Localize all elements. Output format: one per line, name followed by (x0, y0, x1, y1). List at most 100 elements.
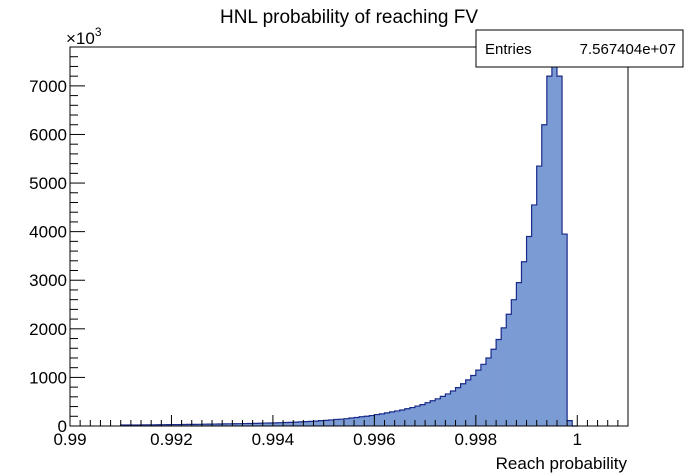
x-axis-label: Reach probability (496, 454, 628, 473)
histogram-bin (536, 166, 543, 427)
histogram-bin (425, 402, 431, 426)
histogram-bin (156, 424, 162, 426)
histogram-bin (171, 424, 177, 426)
stats-entries-label: Entries (485, 41, 532, 58)
histogram-bin (526, 236, 532, 426)
x-tick-label: 0.99 (53, 430, 86, 449)
histogram-bin (181, 424, 187, 426)
histogram-bin (450, 391, 456, 426)
histogram-bin (186, 424, 193, 426)
histogram-bin (480, 364, 487, 426)
histogram-bin (511, 299, 517, 426)
histogram-bin (455, 387, 461, 426)
y-tick-label: 0 (58, 417, 67, 436)
histogram-bin (176, 424, 182, 426)
histogram-bin (191, 424, 198, 426)
histogram-bin (201, 424, 208, 426)
histogram-bin (354, 417, 360, 426)
histogram-bin (567, 420, 573, 426)
y-tick-label: 3000 (29, 271, 67, 290)
plot-frame (69, 46, 629, 427)
histogram-bin (146, 424, 152, 426)
histogram-bin (338, 419, 345, 426)
histogram-bin (485, 357, 492, 426)
histogram-bin (389, 411, 395, 426)
histogram-outline (120, 48, 578, 427)
histogram-bin (359, 416, 365, 426)
histogram-bin (257, 423, 264, 426)
histogram-bin (556, 76, 563, 427)
histogram-bin (475, 370, 482, 426)
histogram-bin (166, 424, 172, 426)
histogram-bin (206, 424, 213, 426)
histogram-bin (277, 422, 284, 426)
y-multiplier: ×103 (66, 25, 102, 48)
histogram-bin (546, 76, 553, 427)
y-tick-label: 5000 (29, 174, 67, 193)
histogram-bin (465, 379, 472, 426)
histogram-bin (551, 49, 558, 427)
histogram-bin (323, 420, 330, 426)
histogram-bin (541, 124, 548, 427)
histogram-bin (409, 407, 416, 426)
y-multiplier-base: ×10 (66, 29, 95, 48)
stats-box: Entries 7.567404e+07 (475, 29, 684, 68)
x-tick-label: 0.994 (252, 430, 295, 449)
histogram-bin (374, 414, 380, 426)
histogram-bin (491, 349, 497, 426)
stats-entries-value: 7.567404e+07 (580, 41, 676, 58)
histogram-bin (267, 422, 274, 426)
histogram-bin (399, 409, 406, 426)
histogram-bin (562, 234, 568, 426)
histogram-bin (318, 420, 324, 426)
histogram-bin (349, 417, 355, 426)
x-tick-label: 0.998 (455, 430, 498, 449)
y-tick-label: 4000 (29, 223, 67, 242)
histogram-bin (283, 422, 289, 426)
histogram-bin (272, 422, 279, 426)
histogram-bin (445, 393, 451, 426)
axis-ticks: 0.99 0.992 0.994 0.996 0.998 1 0 1000 2000 3000 40… (29, 46, 629, 449)
histogram-bin (379, 413, 385, 426)
histogram-bin (394, 410, 401, 426)
histogram-bin (308, 421, 314, 426)
histogram-bin (460, 383, 466, 426)
histogram-bin (313, 421, 319, 426)
x-tick-label: 0.992 (150, 430, 193, 449)
histogram-bin (227, 423, 233, 426)
histogram-bin (501, 327, 507, 426)
histogram-bin (303, 421, 309, 426)
histogram-bin (364, 416, 370, 426)
histogram-bin (435, 398, 441, 426)
histogram-bin (420, 404, 426, 426)
histogram-bin (232, 423, 238, 426)
y-tick-label: 7000 (29, 77, 67, 96)
svg-text:×103: ×103 (66, 25, 102, 48)
histogram-bin (531, 204, 537, 426)
y-multiplier-exponent: 3 (95, 25, 102, 39)
x-tick-label: 0.996 (353, 430, 396, 449)
histogram-bin (262, 423, 269, 426)
histogram-bin (516, 282, 522, 426)
histogram-bin (414, 406, 421, 426)
y-tick-label: 2000 (29, 320, 67, 339)
histogram-bin (404, 408, 411, 426)
histogram-bin (161, 424, 167, 426)
histogram-bin (212, 424, 218, 426)
histogram-bin (288, 422, 294, 426)
histogram-bin (237, 423, 243, 426)
histogram-bin (247, 423, 253, 426)
histogram-bin (151, 424, 157, 426)
histogram-bin (217, 424, 223, 426)
x-tick-label: 1 (573, 430, 582, 449)
histogram-bin (470, 375, 477, 426)
histogram-bin (343, 418, 350, 426)
histogram-bin (298, 421, 304, 426)
histogram-bin (222, 423, 228, 426)
histogram-bin (328, 419, 335, 426)
y-tick-label: 6000 (29, 125, 67, 144)
histogram-bin (440, 396, 446, 426)
histogram-bin (252, 423, 258, 426)
histogram-bin (384, 412, 390, 426)
